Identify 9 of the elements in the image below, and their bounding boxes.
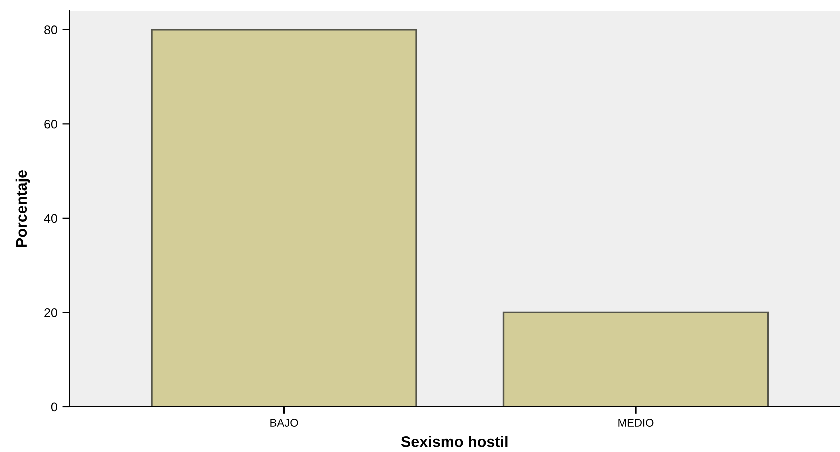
x-tick-label: MEDIO: [618, 419, 654, 427]
y-axis-title: Porcentaje: [16, 170, 30, 248]
y-tick-label: 40: [44, 214, 58, 224]
x-axis-title: Sexismo hostil: [401, 436, 508, 448]
y-tick-label: 80: [44, 26, 58, 35]
y-tick-label: 0: [51, 402, 58, 412]
y-tick-label: 20: [44, 308, 58, 318]
y-tick-label: 60: [44, 120, 58, 129]
x-tick-label: BAJO: [270, 419, 298, 427]
